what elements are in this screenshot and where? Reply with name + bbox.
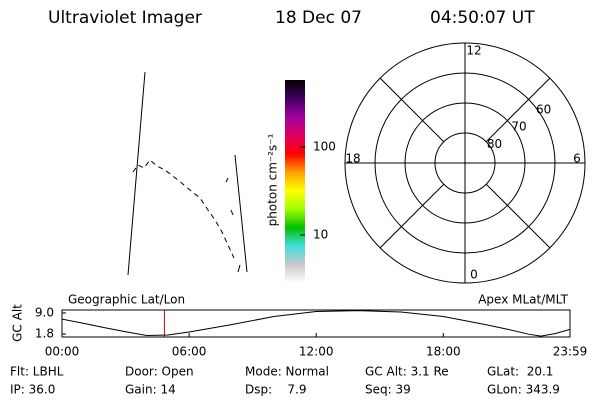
annotation: Apex MLat/MLT xyxy=(478,293,568,307)
status-field: Door: Open xyxy=(125,365,194,379)
status-field: GC Alt: 3.1 Re xyxy=(365,365,449,379)
polar-diagonal xyxy=(379,183,445,249)
y-tick-label: 1.8 xyxy=(35,327,54,341)
x-tick-label: 18:00 xyxy=(426,345,461,359)
status-field: Seq: 39 xyxy=(365,383,411,397)
mlt-label: 6 xyxy=(573,152,581,166)
status-field: GLat: 20.1 xyxy=(487,365,553,379)
plot-frame xyxy=(61,309,571,338)
annotation: Geographic Lat/Lon xyxy=(68,293,185,307)
status-field: Mode: Normal xyxy=(245,365,329,379)
mlt-label: 0 xyxy=(470,268,478,282)
mlt-label: 18 xyxy=(345,152,360,166)
time: 04:50:07 UT xyxy=(430,8,535,28)
lat-label: 60 xyxy=(536,102,551,116)
altitude-line xyxy=(62,310,570,337)
polar-diagonal xyxy=(485,183,551,249)
status-field: Dsp: 7.9 xyxy=(245,383,307,397)
status-field: Gain: 14 xyxy=(125,383,176,397)
status-field: GLon: 343.9 xyxy=(487,383,560,397)
colorbar xyxy=(285,80,305,283)
polar-diagonal xyxy=(379,77,445,143)
colorbar-label: photon cm⁻²s⁻¹ xyxy=(266,133,280,226)
title: Ultraviolet Imager xyxy=(48,8,202,28)
y-tick-label: 9.0 xyxy=(35,305,54,319)
polar-diagonal xyxy=(485,77,551,143)
colorbar-tick-label: 10 xyxy=(313,227,328,241)
lat-label: 70 xyxy=(511,120,526,134)
status-field: IP: 36.0 xyxy=(10,383,55,397)
colorbar-tick-label: 100 xyxy=(313,139,336,153)
date: 18 Dec 07 xyxy=(275,8,362,28)
x-tick-label: 00:00 xyxy=(45,345,80,359)
y-axis-label: GC Alt xyxy=(11,304,25,342)
status-field: Flt: LBHL xyxy=(10,365,64,379)
geographic-grid xyxy=(127,71,248,276)
x-tick-label: 06:00 xyxy=(172,345,207,359)
x-tick-label: 23:59 xyxy=(553,345,588,359)
mlt-label: 12 xyxy=(466,44,481,58)
x-tick-label: 12:00 xyxy=(299,345,334,359)
lat-label: 80 xyxy=(487,137,502,151)
